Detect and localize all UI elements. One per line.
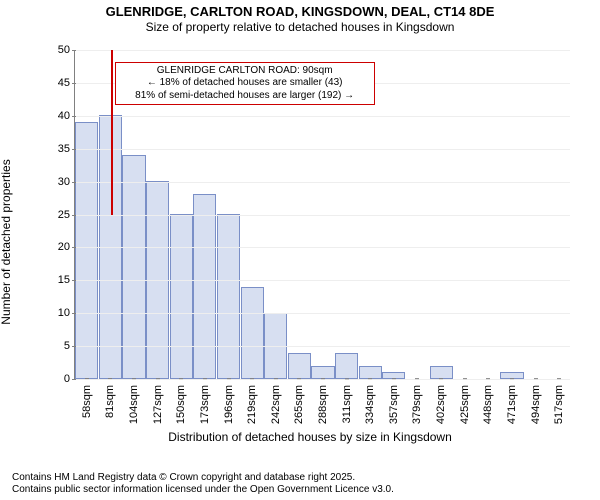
x-tick-label: 402sqm xyxy=(435,379,447,424)
gridline xyxy=(75,247,570,248)
footer-line-2: Contains public sector information licen… xyxy=(12,484,394,496)
y-tick-label: 50 xyxy=(58,44,75,56)
annotation-line: 81% of semi-detached houses are larger (… xyxy=(122,90,368,103)
gridline xyxy=(75,182,570,183)
y-tick-label: 10 xyxy=(58,307,75,319)
histogram-bar xyxy=(288,353,311,379)
y-tick-label: 40 xyxy=(58,110,75,122)
histogram-bar xyxy=(335,353,358,379)
x-tick-label: 127sqm xyxy=(152,379,164,424)
x-tick-label: 265sqm xyxy=(293,379,305,424)
x-axis-label: Distribution of detached houses by size … xyxy=(40,430,580,444)
y-tick-label: 0 xyxy=(64,373,75,385)
x-tick-label: 517sqm xyxy=(553,379,565,424)
x-tick-label: 357sqm xyxy=(388,379,400,424)
annotation-box: GLENRIDGE CARLTON ROAD: 90sqm← 18% of de… xyxy=(115,62,375,106)
property-marker-line xyxy=(111,50,113,215)
x-tick-label: 219sqm xyxy=(246,379,258,424)
gridline xyxy=(75,215,570,216)
histogram-bar xyxy=(241,287,264,379)
x-tick-label: 471sqm xyxy=(506,379,518,424)
gridline xyxy=(75,149,570,150)
footer-line-1: Contains HM Land Registry data © Crown c… xyxy=(12,472,394,484)
gridline xyxy=(75,116,570,117)
y-tick-label: 15 xyxy=(58,274,75,286)
gridline xyxy=(75,313,570,314)
y-axis-label: Number of detached properties xyxy=(0,159,13,324)
x-tick-label: 242sqm xyxy=(270,379,282,424)
x-tick-label: 288sqm xyxy=(317,379,329,424)
x-tick-label: 150sqm xyxy=(175,379,187,424)
chart-area: Number of detached properties 0510152025… xyxy=(40,42,580,442)
x-tick-label: 104sqm xyxy=(128,379,140,424)
histogram-bar xyxy=(193,194,216,379)
x-tick-label: 334sqm xyxy=(364,379,376,424)
chart-title-main: GLENRIDGE, CARLTON ROAD, KINGSDOWN, DEAL… xyxy=(0,4,600,20)
annotation-line: ← 18% of detached houses are smaller (43… xyxy=(122,77,368,90)
annotation-line: GLENRIDGE CARLTON ROAD: 90sqm xyxy=(122,65,368,78)
y-tick-label: 5 xyxy=(64,340,75,352)
x-tick-label: 58sqm xyxy=(81,379,93,418)
gridline xyxy=(75,346,570,347)
x-tick-label: 173sqm xyxy=(199,379,211,424)
y-tick-label: 30 xyxy=(58,176,75,188)
histogram-bar xyxy=(75,122,98,379)
y-tick-label: 25 xyxy=(58,209,75,221)
y-tick-label: 45 xyxy=(58,77,75,89)
histogram-bar xyxy=(170,214,193,379)
x-tick-label: 494sqm xyxy=(530,379,542,424)
y-tick-label: 20 xyxy=(58,241,75,253)
histogram-bar xyxy=(217,214,240,379)
gridline xyxy=(75,280,570,281)
gridline xyxy=(75,50,570,51)
plot-region: 0510152025303540455058sqm81sqm104sqm127s… xyxy=(74,50,570,380)
x-tick-label: 196sqm xyxy=(223,379,235,424)
x-tick-label: 311sqm xyxy=(341,379,353,423)
chart-title-sub: Size of property relative to detached ho… xyxy=(0,20,600,35)
x-tick-label: 81sqm xyxy=(104,379,116,418)
chart-title-block: GLENRIDGE, CARLTON ROAD, KINGSDOWN, DEAL… xyxy=(0,0,600,35)
x-tick-label: 379sqm xyxy=(411,379,423,424)
footer-attribution: Contains HM Land Registry data © Crown c… xyxy=(12,472,394,496)
x-tick-label: 448sqm xyxy=(482,379,494,424)
x-tick-label: 425sqm xyxy=(459,379,471,424)
y-tick-label: 35 xyxy=(58,143,75,155)
